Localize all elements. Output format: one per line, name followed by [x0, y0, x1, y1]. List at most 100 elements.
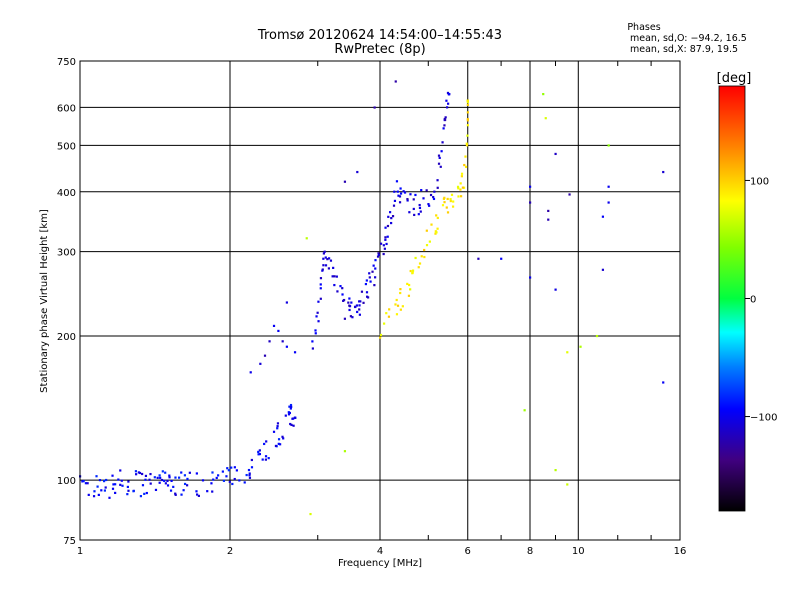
data-point [180, 493, 183, 496]
data-point [358, 308, 361, 311]
data-points [79, 80, 665, 516]
data-point [441, 141, 444, 144]
data-point [435, 214, 438, 217]
data-point [547, 209, 550, 213]
data-point [127, 480, 130, 483]
data-point [451, 205, 455, 208]
data-point [393, 199, 397, 202]
data-point [331, 275, 334, 278]
data-point [174, 476, 177, 479]
data-point [432, 197, 436, 201]
data-point [446, 91, 450, 95]
data-point [282, 437, 285, 440]
data-point [343, 450, 347, 453]
data-point [390, 221, 393, 225]
data-point [293, 416, 297, 419]
data-point [374, 267, 377, 270]
data-point [566, 351, 569, 354]
data-point [289, 422, 292, 426]
x-tick-label: 8 [527, 546, 533, 557]
x-tick-label: 6 [465, 546, 471, 557]
data-point [183, 482, 187, 486]
data-point [127, 489, 130, 492]
data-point [388, 308, 391, 311]
data-point [230, 466, 233, 469]
data-point [443, 196, 446, 199]
data-point [103, 489, 106, 492]
data-point [138, 471, 142, 475]
data-point [169, 489, 173, 492]
data-point [393, 190, 396, 193]
data-point [95, 475, 98, 478]
data-point [156, 476, 159, 479]
data-point [291, 417, 294, 420]
data-point [466, 118, 469, 121]
data-point [120, 479, 123, 482]
data-point [268, 340, 271, 343]
data-point [161, 470, 164, 473]
x-tick-label: 2 [227, 546, 233, 557]
data-point [399, 291, 402, 295]
data-point [418, 262, 422, 265]
data-point [391, 215, 395, 218]
data-point [96, 485, 99, 488]
data-point [379, 242, 383, 245]
data-point [443, 201, 446, 204]
y-tick-label: 600 [57, 103, 76, 114]
data-point [460, 172, 464, 175]
data-point [102, 480, 106, 483]
data-point [419, 210, 422, 213]
data-point [406, 199, 409, 202]
data-point [420, 255, 423, 258]
data-point [376, 255, 380, 258]
phases-header: Phases [627, 22, 660, 33]
data-point [529, 201, 532, 204]
data-point [437, 162, 441, 165]
data-point [226, 467, 229, 470]
phases-o-stats: mean, sd,O: −94.2, 16.5 [630, 33, 747, 44]
data-point [500, 257, 503, 260]
data-point [144, 474, 148, 478]
data-point [274, 444, 278, 448]
data-point [257, 450, 260, 453]
data-point [210, 482, 213, 485]
data-point [248, 476, 252, 479]
data-point [250, 466, 254, 469]
data-point [554, 469, 557, 472]
data-point [258, 452, 262, 456]
data-point [238, 479, 241, 482]
data-point [250, 458, 253, 462]
data-point [347, 301, 350, 304]
data-point [399, 288, 402, 291]
data-point [466, 99, 469, 102]
data-point [265, 440, 268, 443]
data-point [292, 424, 295, 427]
data-point [607, 185, 610, 188]
data-point [211, 471, 214, 474]
data-point [401, 305, 404, 308]
data-point [195, 490, 198, 493]
data-point [195, 472, 198, 475]
data-point [264, 458, 267, 461]
chart-subtitle: RwPretec (8p) [334, 42, 425, 57]
data-point [97, 493, 100, 497]
data-point [135, 473, 138, 476]
data-point [349, 315, 353, 318]
data-point [433, 190, 436, 193]
data-point [368, 272, 371, 275]
data-point [235, 469, 238, 472]
data-point [139, 495, 143, 498]
data-point [276, 425, 279, 428]
data-point [287, 413, 291, 416]
data-point [285, 301, 288, 304]
data-point [114, 483, 117, 486]
colorbar-ticks: 100 0 −100 [745, 176, 777, 424]
data-point [466, 111, 469, 114]
data-point [333, 275, 336, 278]
data-point [428, 240, 431, 243]
data-point [392, 204, 396, 207]
data-point [170, 479, 173, 483]
data-point [319, 297, 322, 300]
data-point [212, 478, 215, 481]
data-point [595, 334, 599, 338]
